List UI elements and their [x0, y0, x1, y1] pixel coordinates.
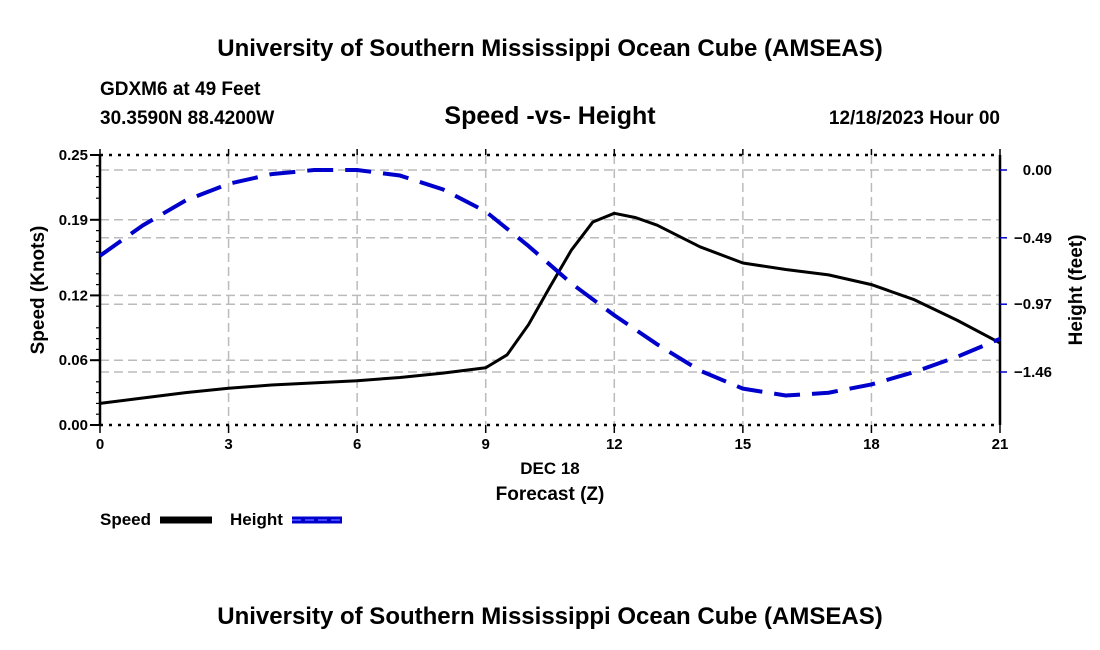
x-tick-label: 0 [96, 436, 104, 453]
y2-axis-label: Height (feet) [1066, 235, 1087, 346]
x-tick-label: 21 [992, 436, 1009, 453]
legend-speed-label: Speed [100, 510, 151, 529]
footer-title: University of Southern Mississippi Ocean… [217, 603, 882, 630]
y-tick-label: 0.12 [59, 287, 88, 304]
y-tick-label: 0.06 [59, 352, 88, 369]
x-tick-label: 12 [606, 436, 623, 453]
chart-title: University of Southern Mississippi Ocean… [217, 35, 882, 62]
grid [100, 155, 1000, 425]
y-axis-label: Speed (Knots) [28, 226, 49, 355]
y-tick-label: 0.00 [59, 417, 88, 434]
x-axis-date: DEC 18 [520, 459, 580, 478]
y2-tick-label: −0.49 [1014, 230, 1052, 247]
y2-tick-label: −0.97 [1014, 296, 1052, 313]
y-tick-label: 0.25 [59, 147, 88, 164]
axes: 0 3 6 9 12 15 18 21 0.00 0.06 0.12 0.19 0.25 0.00 −0.4… [59, 147, 1052, 453]
x-tick-label: 3 [224, 436, 232, 453]
series-line-speed [99, 211, 1001, 405]
x-tick-label: 18 [863, 436, 880, 453]
date-label: 12/18/2023 Hour 00 [829, 108, 1000, 129]
series-line-height [98, 168, 1001, 398]
chart-subtitle: Speed -vs- Height [444, 102, 656, 130]
x-tick-label: 9 [482, 436, 490, 453]
station-label: GDXM6 at 49 Feet [100, 79, 261, 100]
legend-height-label: Height [230, 510, 283, 529]
x-tick-label: 6 [353, 436, 361, 453]
legend: Speed Height [100, 510, 342, 529]
series [98, 168, 1001, 405]
x-axis-label: Forecast (Z) [496, 484, 605, 505]
y2-tick-label: −1.46 [1014, 364, 1052, 381]
coords-label: 30.3590N 88.4200W [100, 108, 274, 129]
x-tick-label: 15 [735, 436, 752, 453]
y2-tick-label: 0.00 [1023, 162, 1052, 179]
y-tick-label: 0.19 [59, 212, 88, 229]
